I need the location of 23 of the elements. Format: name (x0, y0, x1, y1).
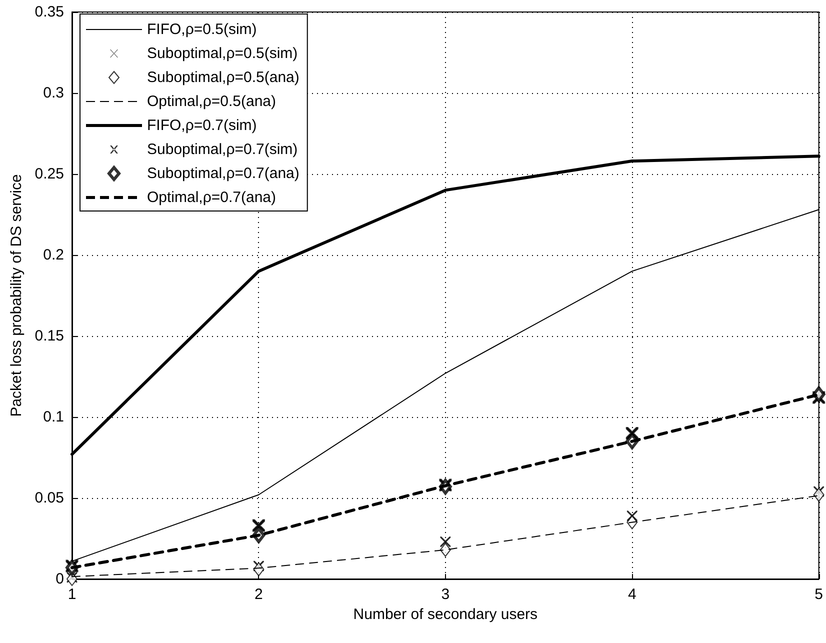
legend-label: Suboptimal,ρ=0.7(sim) (147, 141, 298, 158)
y-tick-label: 0 (56, 570, 64, 588)
legend-label: Suboptimal,ρ=0.5(ana) (147, 69, 300, 86)
y-tick-label: 0.25 (34, 166, 64, 182)
legend-label: Optimal,ρ=0.7(ana) (147, 189, 276, 206)
x-tick-label: 4 (628, 586, 636, 603)
y-tick-label: 0.35 (34, 4, 64, 20)
legend-label: FIFO,ρ=0.7(sim) (147, 117, 257, 134)
x-tick-label: 5 (814, 586, 823, 603)
legend-label: Suboptimal,ρ=0.7(ana) (147, 165, 300, 182)
legend-label: Optimal,ρ=0.5(ana) (147, 93, 276, 110)
y-tick-label: 0.05 (34, 490, 64, 506)
y-tick-label: 0.3 (43, 84, 64, 102)
x-tick-label: 1 (68, 586, 76, 603)
y-tick-label: 0.15 (34, 328, 64, 344)
legend-label: Suboptimal,ρ=0.5(sim) (147, 45, 298, 62)
y-axis-title: Packet loss probability of DS service (8, 174, 25, 417)
x-tick-label: 3 (441, 586, 450, 603)
x-axis-title: Number of secondary users (353, 606, 538, 623)
y-tick-label: 0.2 (43, 246, 64, 264)
legend-label: FIFO,ρ=0.5(sim) (147, 21, 257, 38)
x-tick-label: 2 (254, 586, 263, 603)
y-tick-label: 0.1 (43, 408, 64, 426)
